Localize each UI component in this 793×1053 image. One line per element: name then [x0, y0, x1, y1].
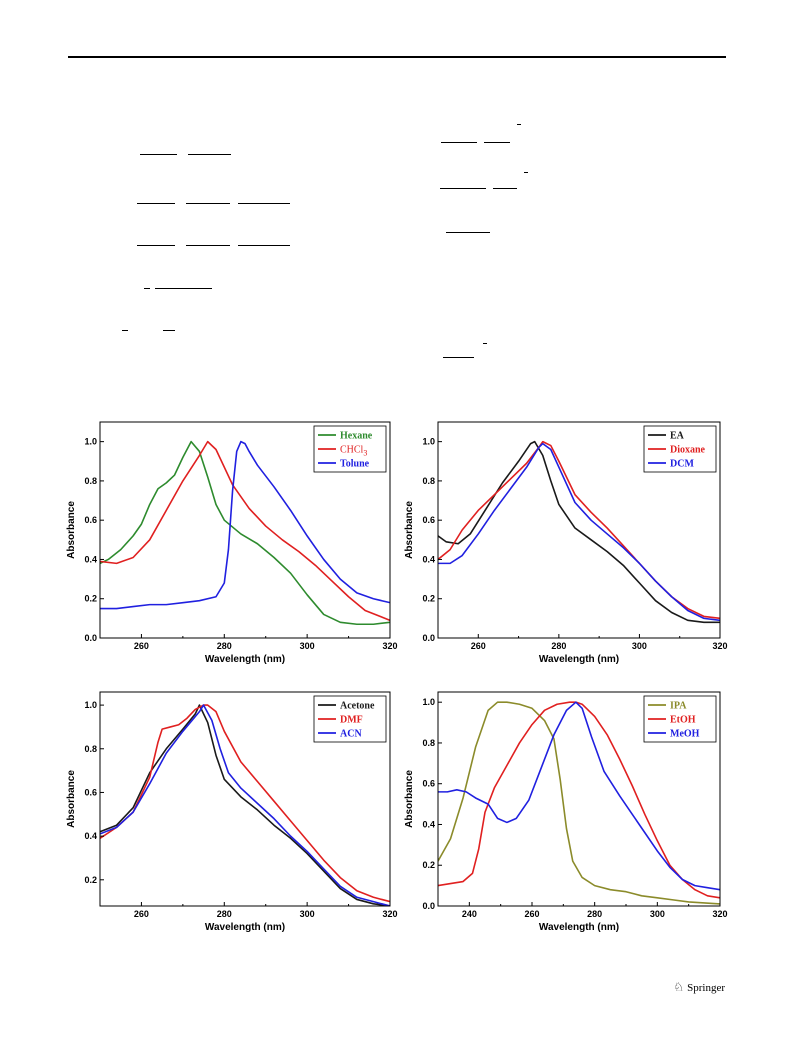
series-line-hexane: [100, 440, 390, 626]
y-tick-label: 0.2: [422, 594, 435, 604]
x-tick-label: 300: [300, 909, 315, 919]
y-tick-label: 0.2: [422, 860, 435, 870]
x-tick-label: 260: [134, 641, 149, 651]
series-line-etoh: [438, 701, 720, 899]
absorbance-chart-alcohols: 240 260 280 300 320 0.0 0.2 0.4 0.6 0.8 1.0 Wavelen…: [404, 691, 728, 933]
plot-frame: [99, 421, 391, 639]
y-tick-label: 0.6: [84, 787, 97, 797]
legend-label-hexane: Hexane: [340, 431, 373, 442]
series-line-tolune: [100, 440, 390, 610]
y-axis-label: Absorbance: [66, 501, 77, 559]
x-axis-label: Wavelength (nm): [205, 922, 285, 933]
x-tick-label: 320: [712, 909, 727, 919]
plot-frame: [437, 421, 721, 639]
y-tick-label: 1.0: [84, 700, 97, 710]
legend-label-acetone: Acetone: [340, 701, 375, 712]
series-line-ea: [438, 440, 720, 624]
y-tick-label: 0.2: [84, 594, 97, 604]
y-tick-label: 0.6: [422, 515, 435, 525]
y-tick-label: 0.4: [422, 819, 435, 829]
header-rule: [68, 56, 726, 58]
y-axis-label: Absorbance: [404, 501, 415, 559]
y-tick-label: 0.8: [84, 476, 97, 486]
x-tick-label: 240: [462, 909, 477, 919]
y-tick-label: 0.2: [84, 875, 97, 885]
x-tick-label: 280: [587, 909, 602, 919]
y-tick-label: 0.0: [422, 633, 435, 643]
x-tick-label: 280: [217, 909, 232, 919]
series-line-acn: [100, 704, 390, 906]
y-tick-label: 0.8: [422, 476, 435, 486]
absorbance-chart-nonpolar: 260 280 300 320 0.0 0.2 0.4 0.6 0.8 1.0 Wavelength…: [66, 421, 398, 665]
publisher-brand: ♘ Springer: [673, 980, 725, 995]
y-tick-label: 0.6: [84, 515, 97, 525]
x-tick-label: 260: [471, 641, 486, 651]
x-tick-label: 320: [382, 641, 397, 651]
chart-legend: EA Dioxane DCM: [643, 425, 717, 473]
x-axis-label: Wavelength (nm): [539, 654, 619, 665]
legend-label-chcl3: CHCl3: [340, 445, 367, 458]
springer-horse-icon: ♘: [673, 980, 685, 994]
series-line-meoh: [438, 701, 720, 891]
series-line-acetone: [100, 704, 390, 906]
x-tick-label: 320: [382, 909, 397, 919]
legend-label-etoh: EtOH: [670, 715, 696, 726]
plot-frame: [437, 691, 721, 907]
legend-label-meoh: MeOH: [670, 729, 700, 740]
y-tick-label: 0.8: [84, 744, 97, 754]
y-tick-label: 0.0: [422, 901, 435, 911]
chart-panel-4: 240 260 280 300 320 0.0 0.2 0.4 0.6 0.8 1.0 Wavelen…: [404, 688, 728, 940]
x-tick-label: 260: [524, 909, 539, 919]
y-tick-label: 0.4: [84, 554, 97, 564]
legend-label-ipa: IPA: [670, 701, 687, 712]
y-tick-label: 1.0: [84, 437, 97, 447]
y-axis-label: Absorbance: [404, 770, 415, 828]
legend-label-dmf: DMF: [340, 715, 363, 726]
absorbance-chart-ea-dioxane-dcm: 260 280 300 320 0.0 0.2 0.4 0.6 0.8 1.0 Wavelength…: [404, 421, 728, 665]
x-tick-label: 300: [650, 909, 665, 919]
legend-label-ea: EA: [670, 431, 685, 442]
y-tick-label: 0.4: [84, 831, 97, 841]
x-axis-label: Wavelength (nm): [205, 654, 285, 665]
series-line-dcm: [438, 442, 720, 622]
y-tick-label: 1.0: [422, 697, 435, 707]
y-axis-label: Absorbance: [66, 770, 77, 828]
plot-frame: [99, 691, 391, 907]
legend-label-dcm: DCM: [670, 459, 694, 470]
chart-panel-1: 260 280 300 320 0.0 0.2 0.4 0.6 0.8 1.0 Wavelength…: [66, 418, 398, 672]
y-tick-label: 0.0: [84, 633, 97, 643]
series-line-ipa: [438, 701, 720, 905]
chart-panel-3: 260 280 300 320 0.2 0.4 0.6 0.8 1.0 Wavelength (n…: [66, 688, 398, 940]
x-tick-label: 260: [134, 909, 149, 919]
y-tick-label: 1.0: [422, 437, 435, 447]
x-axis-label: Wavelength (nm): [539, 922, 619, 933]
y-tick-label: 0.8: [422, 738, 435, 748]
chart-panel-2: 260 280 300 320 0.0 0.2 0.4 0.6 0.8 1.0 Wavelength…: [404, 418, 728, 672]
x-tick-label: 300: [300, 641, 315, 651]
x-tick-label: 280: [217, 641, 232, 651]
y-tick-label: 0.6: [422, 779, 435, 789]
x-tick-label: 280: [551, 641, 566, 651]
legend-label-tolune: Tolune: [340, 459, 370, 470]
y-tick-label: 0.4: [422, 554, 435, 564]
absorbance-chart-acetone-dmf-acn: 260 280 300 320 0.2 0.4 0.6 0.8 1.0 Wavelength (n…: [66, 691, 398, 933]
publisher-name: Springer: [687, 981, 725, 994]
chart-legend: IPA EtOH MeOH: [643, 695, 717, 743]
legend-label-dioxane: Dioxane: [670, 445, 706, 456]
x-tick-label: 320: [712, 641, 727, 651]
chart-legend: Acetone DMF ACN: [313, 695, 387, 743]
x-tick-label: 300: [632, 641, 647, 651]
legend-label-acn: ACN: [340, 729, 362, 740]
series-line-dmf: [100, 704, 390, 903]
